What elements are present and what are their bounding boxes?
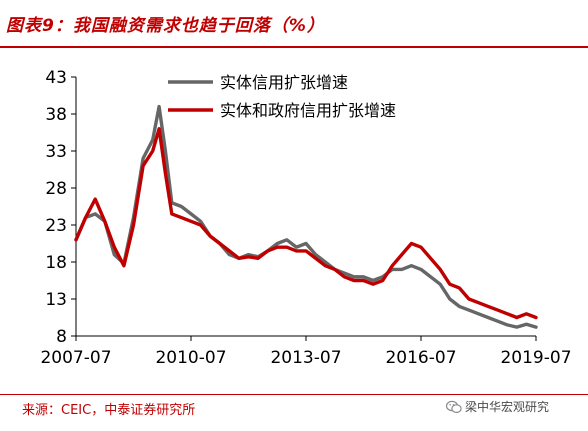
x-tick-label: 2007-07 bbox=[40, 348, 111, 368]
x-tick-label: 2010-07 bbox=[155, 348, 226, 368]
x-axis-tick-labels: 2007-07 2010-07 2013-07 2016-07 2019-07 bbox=[40, 348, 571, 368]
watermark: 梁中华宏观研究 bbox=[446, 398, 549, 415]
y-tick-label: 8 bbox=[56, 327, 67, 347]
wechat-icon bbox=[446, 400, 462, 413]
y-tick-label: 23 bbox=[45, 216, 67, 236]
y-tick-label: 33 bbox=[45, 142, 67, 162]
series-line-entity-credit-growth bbox=[74, 104, 538, 329]
y-tick-label: 28 bbox=[45, 179, 67, 199]
chart-title: 图表9：我国融资需求也趋于回落（%） bbox=[6, 16, 325, 36]
x-tick-label: 2019-07 bbox=[500, 348, 571, 368]
source-divider bbox=[0, 394, 588, 395]
source-note: 来源：CEIC，中泰证券研究所 bbox=[22, 403, 196, 418]
series-line-entity-and-government-credit-growth bbox=[74, 127, 538, 320]
line-chart: 8 13 18 23 28 33 38 43 2007-07 2010-07 2013-07 201… bbox=[40, 68, 571, 368]
y-tick-label: 43 bbox=[45, 68, 67, 88]
watermark-text: 梁中华宏观研究 bbox=[465, 400, 550, 414]
y-tick-label: 18 bbox=[45, 253, 67, 273]
chart-axes bbox=[71, 76, 537, 341]
x-tick-label: 2013-07 bbox=[270, 348, 341, 368]
title-divider bbox=[0, 46, 588, 48]
y-axis-tick-labels: 8 13 18 23 28 33 38 43 bbox=[45, 68, 67, 347]
legend-label: 实体和政府信用扩张增速 bbox=[220, 101, 396, 120]
legend-label: 实体信用扩张增速 bbox=[220, 73, 348, 92]
series-lines bbox=[74, 104, 538, 329]
legend-item-entity-and-government-credit-growth: 实体和政府信用扩张增速 bbox=[168, 101, 396, 120]
y-tick-label: 13 bbox=[45, 290, 67, 310]
y-tick-label: 38 bbox=[45, 105, 67, 125]
legend-item-entity-credit-growth: 实体信用扩张增速 bbox=[168, 73, 348, 92]
x-tick-label: 2016-07 bbox=[385, 348, 456, 368]
